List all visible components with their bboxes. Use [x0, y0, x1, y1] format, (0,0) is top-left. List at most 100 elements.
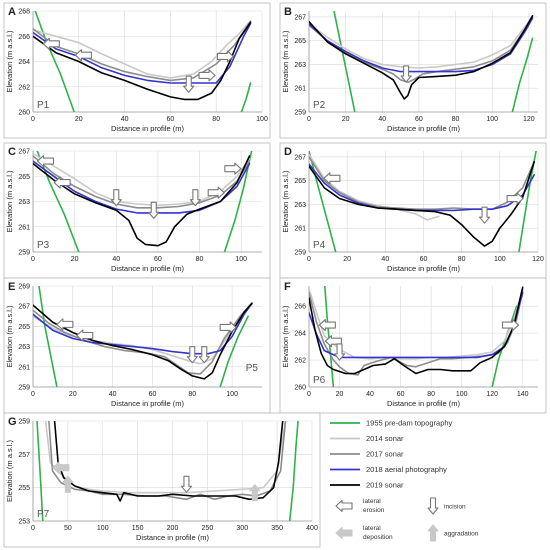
y-tick-label: 266 — [18, 34, 30, 41]
y-tick-label: 263 — [294, 202, 306, 209]
lateral-erosion-arrow-left — [318, 319, 336, 332]
x-tick-label: 60 — [154, 256, 162, 263]
x-tick-label: 80 — [196, 256, 204, 263]
x-axis-label: Distance in profile (m) — [111, 399, 184, 408]
incision-arrow-down — [148, 201, 160, 219]
y-axis-label: Elevation (m a.s.l.) — [281, 170, 290, 233]
series-line-2014-sonar — [33, 20, 252, 79]
x-tick-label: 100 — [456, 391, 468, 398]
x-tick-label: 100 — [256, 116, 268, 123]
series-line-2014-sonar — [309, 16, 534, 69]
y-axis-label: Elevation (m a.s.l.) — [281, 30, 290, 93]
incision-arrow-down — [189, 189, 201, 207]
y-tick-label: 261 — [18, 364, 30, 371]
series-line-2018-aerial-photography — [33, 302, 253, 355]
lateral-erosion-arrow-right — [216, 50, 234, 63]
legend-label: 2018 aerial photography — [366, 465, 447, 474]
chart-panel-b: 259 261 263 265 267 0 20 40 60 80 100 120 Distance i… — [279, 2, 547, 139]
chart-panel-f: 260 262 264 266 0 20 40 60 80 100 120 140 Distance i… — [279, 277, 547, 414]
x-tick-label: 40 — [378, 116, 386, 123]
x-tick-label: 350 — [271, 525, 283, 532]
profile-name: P6 — [313, 375, 326, 386]
profile-name: P2 — [313, 100, 326, 111]
lateral-erosion-arrow-left — [323, 172, 341, 185]
series-line-1955-pre-dam-topography — [288, 421, 299, 521]
chart-panel-e: 259 261 263 265 267 269 0 20 40 60 80 100 Distance i… — [3, 277, 271, 414]
aggradation-arrow-up — [427, 524, 439, 542]
y-tick-label: 265 — [18, 324, 30, 331]
x-tick-label: 60 — [167, 116, 175, 123]
x-tick-label: 120 — [486, 391, 498, 398]
x-tick-label: 0 — [307, 116, 311, 123]
series-group — [309, 151, 537, 252]
x-tick-label: 140 — [517, 391, 529, 398]
x-tick-label: 20 — [71, 256, 79, 263]
y-tick-label: 259 — [18, 385, 30, 392]
x-tick-label: 40 — [121, 116, 129, 123]
series-line-2014-sonar — [309, 287, 524, 360]
incision-arrow-down — [180, 475, 192, 493]
arrow-legend-label: incision — [444, 504, 466, 511]
series-line-2019-sonar — [309, 160, 535, 247]
lateral-erosion-arrow-left — [56, 318, 74, 331]
legend-label: 2014 sonar — [366, 434, 404, 443]
y-tick-label: 264 — [294, 331, 306, 338]
profile-name: P3 — [37, 240, 50, 251]
y-axis-label: Elevation (m a.s.l.) — [281, 305, 290, 368]
y-axis-label: Elevation (m a.s.l.) — [5, 170, 14, 233]
lateral-deposition-arrow-left — [335, 526, 353, 540]
x-tick-label: 200 — [167, 525, 179, 532]
x-tick-label: 60 — [415, 116, 423, 123]
lateral-erosion-arrow-left — [53, 176, 71, 189]
y-tick-label: 263 — [294, 62, 306, 69]
series-line-2019-sonar — [53, 421, 284, 502]
series-line-1955-pre-dam-topography — [219, 315, 249, 387]
series-group — [33, 11, 252, 112]
x-tick-label: 80 — [212, 116, 220, 123]
y-tick-label: 259 — [18, 419, 30, 426]
series-line-1955-pre-dam-topography — [240, 82, 252, 112]
series-line-2017-sonar — [309, 156, 535, 210]
lateral-erosion-arrow-right — [198, 69, 216, 82]
x-tick-label: 0 — [31, 116, 35, 123]
y-tick-label: 260 — [294, 385, 306, 392]
x-axis-label: Distance in profile (m) — [387, 264, 460, 273]
chart-panel-g: 253 255 257 259 0 50 100 150 200 250 300 350 400 Dist… — [3, 412, 321, 548]
y-tick-label: 265 — [294, 38, 306, 45]
y-tick-label: 269 — [18, 284, 30, 291]
lateral-erosion-arrow-right — [506, 192, 524, 205]
y-tick-label: 259 — [294, 110, 306, 117]
series-line-1955-pre-dam-topography — [333, 11, 356, 112]
x-tick-label: 20 — [342, 116, 350, 123]
y-tick-label: 267 — [294, 154, 306, 161]
y-axis-label: Elevation (m a.s.l.) — [5, 439, 14, 502]
incision-arrow-down — [183, 75, 195, 93]
y-tick-label: 261 — [294, 86, 306, 93]
x-tick-label: 400 — [306, 525, 318, 532]
y-tick-label: 267 — [294, 14, 306, 21]
lateral-erosion-arrow-right — [501, 319, 520, 332]
y-tick-label: 261 — [294, 226, 306, 233]
x-tick-label: 80 — [452, 116, 460, 123]
arrow-legend-label: lateral — [363, 525, 381, 532]
x-tick-label: 80 — [188, 391, 196, 398]
series-line-2014-sonar — [33, 152, 251, 207]
x-tick-label: 50 — [64, 525, 72, 532]
series-line-1955-pre-dam-topography — [223, 151, 253, 252]
panel-letter: B — [284, 6, 292, 18]
profile-name: P4 — [313, 240, 326, 251]
x-tick-label: 80 — [458, 256, 466, 263]
series-line-2017-sonar — [48, 421, 287, 501]
series-line-1955-pre-dam-topography — [38, 286, 58, 387]
x-tick-label: 100 — [97, 525, 109, 532]
x-tick-label: 0 — [31, 525, 35, 532]
panel-frame — [3, 2, 271, 139]
incision-arrow-down — [479, 206, 491, 224]
lateral-erosion-arrow-left — [36, 155, 55, 168]
y-tick-label: 265 — [294, 178, 306, 185]
y-tick-label: 264 — [18, 59, 30, 66]
panel-letter: A — [8, 6, 16, 18]
x-axis-label: Distance in profile (m) — [111, 264, 184, 273]
